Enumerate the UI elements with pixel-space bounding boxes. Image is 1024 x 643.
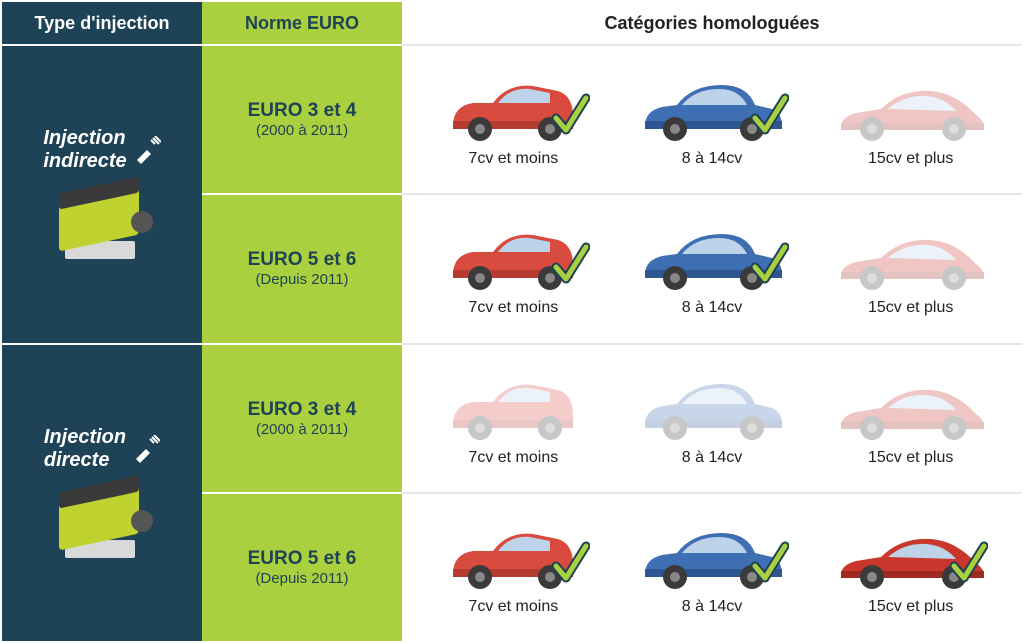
car-category-label: 7cv et moins: [468, 150, 558, 168]
norm-cell-2: EURO 3 et 4 (2000 à 2011): [202, 343, 402, 492]
engine-icon: [47, 480, 157, 560]
engine-icon: [47, 181, 157, 261]
car-hatch-icon: [438, 370, 588, 445]
car-category-label: 15cv et plus: [868, 598, 953, 616]
injection-type-indirecte: Injection indirecte: [2, 44, 202, 343]
car-slot: 7cv et moins: [414, 519, 613, 616]
car-slot: 8 à 14cv: [613, 370, 812, 467]
car-category-label: 8 à 14cv: [682, 299, 742, 317]
header-type: Type d'injection: [2, 2, 202, 44]
norm-main: EURO 5 et 6: [248, 548, 357, 570]
car-slot: 8 à 14cv: [613, 71, 812, 168]
car-sport-icon: [836, 71, 986, 146]
injection-label-line1: Injection: [43, 127, 125, 149]
car-sedan-icon: [637, 220, 787, 295]
car-sedan-icon: [637, 519, 787, 594]
norm-main: EURO 3 et 4: [248, 399, 357, 421]
car-slot: 8 à 14cv: [613, 519, 812, 616]
car-hatch-icon: [438, 519, 588, 594]
car-category-label: 15cv et plus: [868, 299, 953, 317]
car-sport-icon: [836, 220, 986, 295]
car-slot: 7cv et moins: [414, 71, 613, 168]
car-category-label: 8 à 14cv: [682, 150, 742, 168]
norm-sub: (2000 à 2011): [256, 421, 348, 438]
injector-icon: [132, 435, 160, 463]
car-category-label: 7cv et moins: [468, 598, 558, 616]
car-sport-icon: [836, 370, 986, 445]
norm-main: EURO 3 et 4: [248, 100, 357, 122]
car-slot: 7cv et moins: [414, 220, 613, 317]
car-sedan-icon: [637, 370, 787, 445]
car-category-label: 8 à 14cv: [682, 598, 742, 616]
car-category-label: 15cv et plus: [868, 150, 953, 168]
car-slot: 8 à 14cv: [613, 220, 812, 317]
norm-main: EURO 5 et 6: [248, 249, 357, 271]
car-slot: 7cv et moins: [414, 370, 613, 467]
injector-icon: [133, 136, 161, 164]
norm-cell-3: EURO 5 et 6 (Depuis 2011): [202, 492, 402, 641]
car-slot: 15cv et plus: [811, 220, 1010, 317]
car-category-label: 7cv et moins: [468, 299, 558, 317]
car-category-label: 15cv et plus: [868, 449, 953, 467]
header-categories: Catégories homologuées: [402, 2, 1022, 44]
norm-cell-1: EURO 5 et 6 (Depuis 2011): [202, 193, 402, 342]
cars-row-3: 7cv et moins 8 à 14cv 15cv et plus: [402, 492, 1022, 641]
car-slot: 15cv et plus: [811, 370, 1010, 467]
car-category-label: 7cv et moins: [468, 449, 558, 467]
car-sedan-icon: [637, 71, 787, 146]
cars-row-2: 7cv et moins 8 à 14cv 15cv et plus: [402, 343, 1022, 492]
car-hatch-icon: [438, 220, 588, 295]
car-category-label: 8 à 14cv: [682, 449, 742, 467]
norm-sub: (Depuis 2011): [255, 570, 348, 587]
norm-sub: (2000 à 2011): [256, 122, 348, 139]
injection-label-line2: directe: [44, 449, 110, 471]
injection-title: Injection indirecte: [43, 127, 160, 173]
cars-row-0: 7cv et moins 8 à 14cv 15cv et plus: [402, 44, 1022, 193]
header-norm: Norme EURO: [202, 2, 402, 44]
infographic-table: Type d'injection Norme EURO Catégories h…: [0, 0, 1024, 643]
injection-type-directe: Injection directe: [2, 343, 202, 642]
injection-label-line2: indirecte: [43, 150, 126, 172]
cars-row-1: 7cv et moins 8 à 14cv 15cv et plus: [402, 193, 1022, 342]
car-hatch-icon: [438, 71, 588, 146]
norm-sub: (Depuis 2011): [255, 271, 348, 288]
injection-title: Injection directe: [44, 426, 160, 472]
car-slot: 15cv et plus: [811, 71, 1010, 168]
norm-cell-0: EURO 3 et 4 (2000 à 2011): [202, 44, 402, 193]
injection-label-line1: Injection: [44, 426, 126, 448]
car-slot: 15cv et plus: [811, 519, 1010, 616]
car-sport-icon: [836, 519, 986, 594]
